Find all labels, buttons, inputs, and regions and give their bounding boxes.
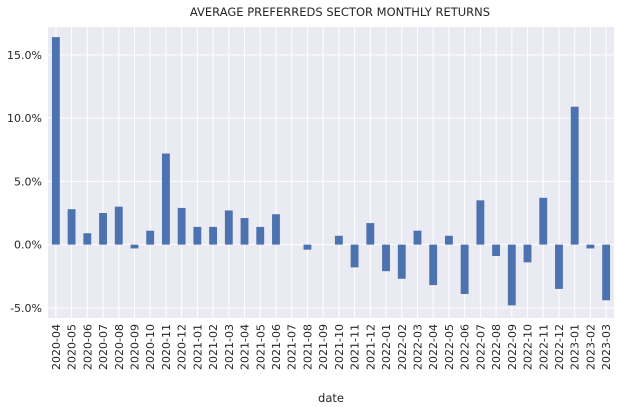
x-tick-label: 2023-03	[600, 324, 613, 370]
x-tick-label: 2021-11	[349, 324, 362, 370]
y-tick-label: 10.0%	[7, 112, 42, 125]
x-tick-label: 2021-06	[270, 324, 283, 370]
bar-2022-11	[539, 197, 548, 245]
x-tick-label: 2021-01	[191, 324, 204, 370]
x-tick-label: 2021-07	[286, 324, 299, 370]
x-tick-label: 2020-11	[160, 324, 173, 370]
x-tick-label: 2022-02	[396, 324, 409, 370]
y-tick-label: 0.0%	[14, 239, 42, 252]
bar-2021-01	[193, 226, 202, 245]
x-tick-label: 2022-11	[537, 324, 550, 370]
plot-area	[48, 27, 614, 318]
x-tick-label: 2021-08	[301, 324, 314, 370]
bar-2022-01	[382, 244, 390, 272]
x-tick-label: 2021-10	[333, 324, 346, 370]
x-tick-label: 2022-04	[427, 324, 440, 370]
bar-2020-06	[83, 233, 92, 245]
bar-2022-03	[413, 230, 422, 245]
bar-2021-05	[256, 226, 265, 245]
bar-2022-05	[444, 235, 453, 245]
bar-2021-02	[209, 226, 218, 245]
bar-2022-10	[523, 244, 532, 263]
bar-2022-02	[397, 244, 406, 279]
x-tick-label: 2022-06	[459, 324, 472, 370]
bar-2022-08	[492, 244, 501, 257]
x-axis-label: date	[318, 391, 344, 405]
y-axis-ticks: -5.0% 0.0% 5.0% 10.0% 15.0%	[7, 49, 42, 315]
x-tick-label: 2020-04	[50, 324, 63, 370]
bar-2021-10	[334, 235, 343, 245]
x-axis-ticks: 2020-04 2020-05 2020-06 2020-07 2020-08 2020-…	[50, 324, 613, 370]
x-tick-label: 2021-04	[239, 324, 252, 370]
x-tick-label: 2020-05	[66, 324, 79, 370]
bars	[51, 37, 611, 306]
bar-2021-08	[303, 244, 312, 250]
x-tick-label: 2021-02	[207, 324, 220, 370]
y-tick-label: 5.0%	[14, 175, 42, 188]
x-tick-label: 2020-08	[113, 324, 126, 370]
bar-2020-10	[146, 230, 155, 245]
x-tick-label: 2023-02	[584, 324, 597, 370]
x-tick-label: 2022-07	[474, 324, 487, 370]
bar-2021-04	[240, 218, 249, 245]
bar-2021-06	[272, 214, 280, 245]
x-tick-label: 2020-06	[81, 324, 94, 370]
x-tick-label: 2021-09	[317, 324, 330, 370]
bar-2020-11	[161, 153, 170, 245]
y-tick-label: -5.0%	[10, 302, 42, 315]
x-tick-label: 2022-01	[380, 324, 393, 370]
x-tick-label: 2022-05	[443, 324, 456, 370]
x-tick-label: 2022-08	[490, 324, 503, 370]
bar-2020-12	[177, 207, 186, 245]
bar-2022-06	[460, 244, 469, 294]
x-tick-label: 2021-12	[364, 324, 377, 370]
bar-2021-03	[224, 210, 233, 245]
bar-2021-12	[366, 223, 375, 245]
bar-2023-03	[602, 244, 611, 301]
y-tick-label: 15.0%	[7, 49, 42, 62]
x-tick-label: 2023-01	[569, 324, 582, 370]
bar-2020-04	[51, 37, 60, 245]
x-tick-label: 2022-12	[553, 324, 566, 370]
x-tick-label: 2021-05	[254, 324, 267, 370]
x-tick-label: 2022-03	[411, 324, 424, 370]
bar-2020-07	[99, 212, 107, 245]
bar-2022-07	[476, 200, 485, 245]
chart-title: AVERAGE PREFERREDS SECTOR MONTHLY RETURN…	[190, 5, 490, 19]
bar-2023-02	[586, 244, 595, 249]
bar-2023-01	[570, 106, 579, 245]
x-tick-label: 2020-12	[176, 324, 189, 370]
x-tick-label: 2022-09	[506, 324, 519, 370]
bar-2020-08	[114, 206, 123, 245]
bar-2020-05	[67, 209, 76, 245]
x-tick-label: 2020-10	[144, 324, 157, 370]
bar-2021-11	[350, 244, 359, 268]
bar-2022-04	[429, 244, 438, 286]
bar-2020-09	[130, 244, 139, 249]
bar-2022-09	[507, 244, 516, 306]
x-tick-label: 2022-10	[522, 324, 535, 370]
x-tick-label: 2020-07	[97, 324, 110, 370]
x-tick-label: 2020-09	[128, 324, 141, 370]
x-tick-label: 2021-03	[223, 324, 236, 370]
bar-2022-12	[555, 244, 563, 289]
